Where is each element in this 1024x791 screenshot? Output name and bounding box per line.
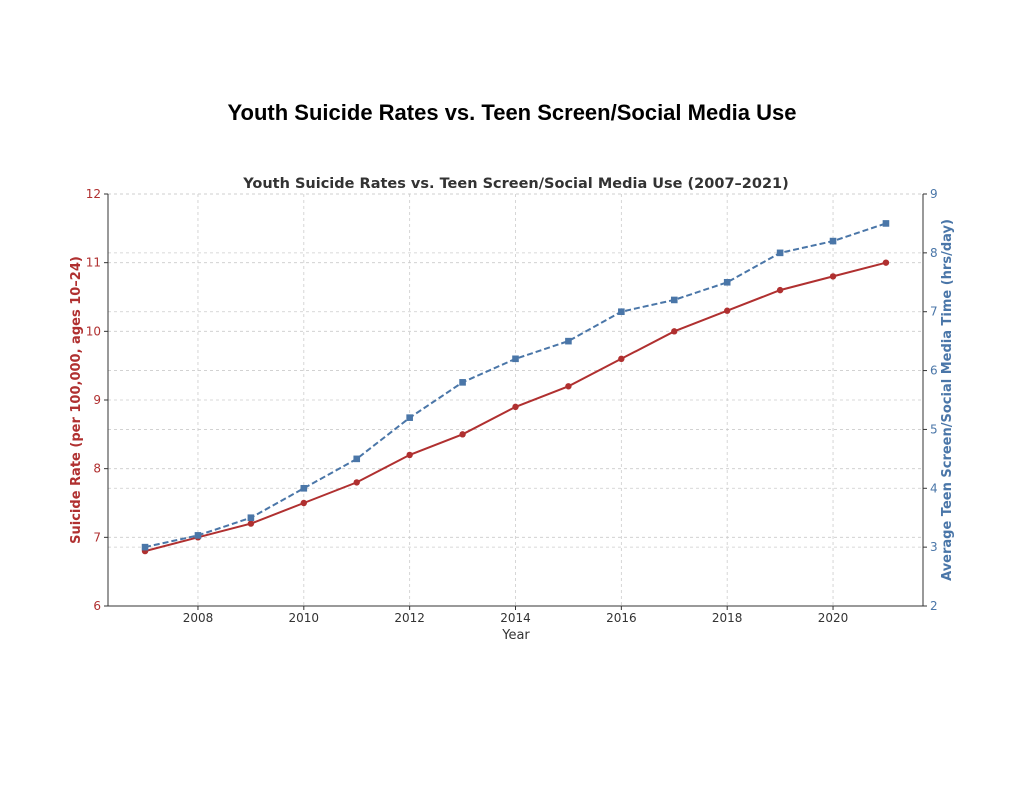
data-point-right [353,455,361,463]
left-tick-label: 6 [93,599,101,613]
left-tick-label: 12 [86,187,101,201]
left-tick-label: 7 [93,530,101,544]
data-point-right [459,379,466,386]
right-axis-label: Average Teen Screen/Social Media Time (h… [940,219,955,581]
series-line-right [144,222,887,549]
x-tick-label: 2010 [289,611,320,625]
left-tick-label: 9 [93,393,101,407]
data-point-left [353,479,360,486]
data-point-left [671,328,678,335]
left-tick-label: 10 [86,324,101,338]
x-tick-label: 2014 [500,611,531,625]
right-tick-label: 2 [930,599,938,613]
data-point-right [723,278,731,286]
data-point-right [829,237,837,245]
x-tick-label: 2020 [818,611,849,625]
chart-text: Youth Suicide Rates vs. Teen Screen/Soci… [69,176,955,643]
data-point-left [723,307,731,314]
left-axis-label: Suicide Rate (per 100,000, ages 10–24) [69,256,84,544]
data-point-right [247,514,255,522]
data-point-left [247,520,255,527]
chart-title: Youth Suicide Rates vs. Teen Screen/Soci… [242,176,789,192]
data-point-right [406,414,413,421]
right-tick-label: 9 [930,187,938,201]
data-point-right [776,249,784,257]
x-tick-label: 2018 [712,611,743,625]
x-axis-label: Year [501,628,530,643]
data-point-right [300,484,308,492]
x-tick-label: 2008 [183,611,214,625]
grid-lines [108,193,923,607]
data-point-right [882,220,890,227]
data-point-left [565,383,572,390]
data-point-left [829,273,837,280]
page-title: Youth Suicide Rates vs. Teen Screen/Soci… [227,100,797,125]
data-point-right [565,337,572,345]
x-tick-label: 2016 [606,611,637,625]
data-point-left [776,286,784,294]
series-layer [141,220,890,555]
right-tick-label: 8 [930,246,938,260]
right-tick-label: 4 [930,481,938,495]
data-point-left [618,355,625,362]
data-point-right [670,296,678,304]
data-point-right [618,308,625,316]
data-point-right [194,532,202,539]
left-tick-label: 8 [93,462,101,476]
data-point-left [406,451,413,459]
right-tick-label: 3 [930,540,938,554]
right-tick-label: 7 [930,305,938,319]
data-point-right [512,355,519,363]
data-point-right [141,543,149,551]
data-point-left [459,431,466,438]
left-tick-label: 11 [86,256,101,270]
data-point-left [300,499,308,507]
data-point-left [882,259,890,266]
right-tick-label: 5 [930,422,938,436]
right-tick-label: 6 [930,364,938,378]
x-tick-label: 2012 [394,611,425,625]
data-point-left [512,403,519,411]
axes: 2008 2010 2012 2014 2016 2018 2020 6 7 8 9 10 11 12 2 3… [86,187,938,625]
